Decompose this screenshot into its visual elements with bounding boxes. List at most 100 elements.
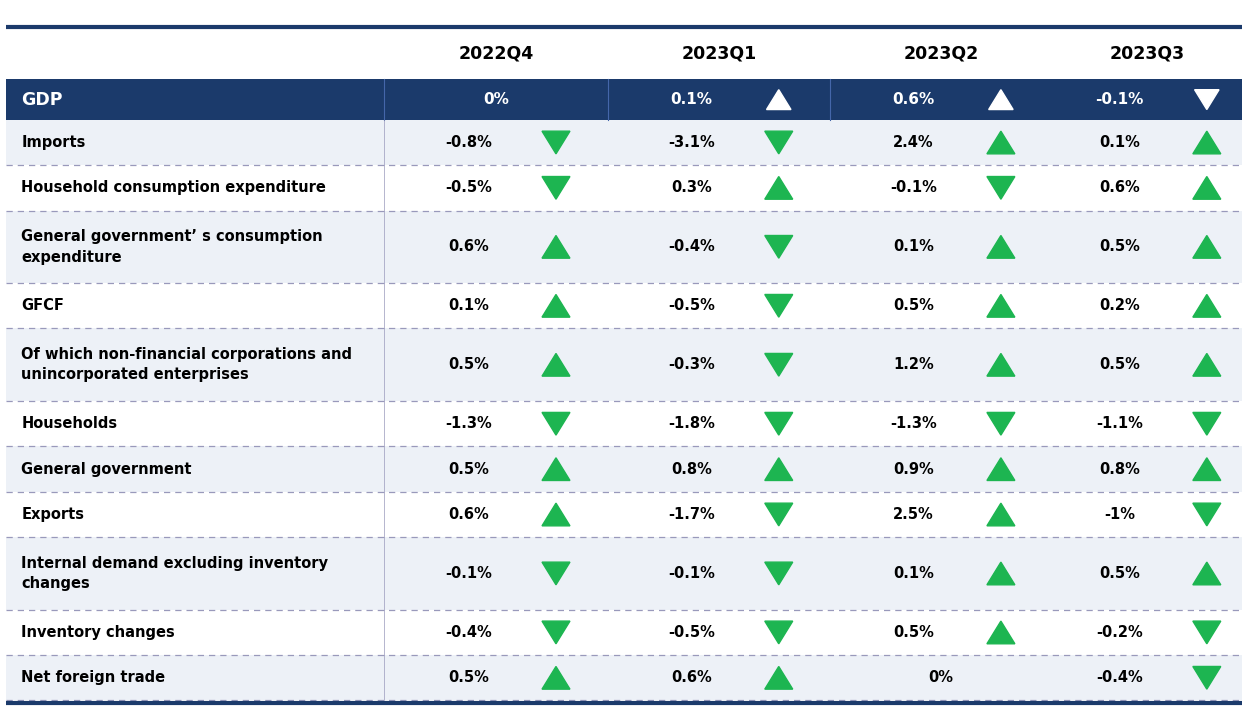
Bar — [6, 328, 1242, 401]
Bar — [6, 79, 1242, 120]
Text: 0.5%: 0.5% — [1099, 566, 1139, 581]
Text: -1.1%: -1.1% — [1096, 416, 1143, 431]
Text: -0.2%: -0.2% — [1096, 625, 1143, 640]
Bar — [6, 655, 1242, 700]
Polygon shape — [542, 177, 570, 199]
Text: General government’ s consumption: General government’ s consumption — [21, 229, 323, 244]
Text: -0.5%: -0.5% — [668, 625, 715, 640]
Text: 2.5%: 2.5% — [894, 507, 934, 522]
Bar — [6, 537, 1242, 610]
Text: expenditure: expenditure — [21, 250, 122, 264]
Polygon shape — [1193, 562, 1221, 585]
Text: 2.4%: 2.4% — [894, 135, 934, 150]
Text: Households: Households — [21, 416, 117, 431]
Text: GFCF: GFCF — [21, 298, 64, 313]
Polygon shape — [1193, 235, 1221, 258]
Polygon shape — [987, 562, 1015, 585]
Text: Household consumption expenditure: Household consumption expenditure — [21, 180, 326, 196]
Polygon shape — [765, 621, 792, 644]
Text: -0.1%: -0.1% — [446, 566, 492, 581]
Polygon shape — [987, 177, 1015, 199]
Text: -0.5%: -0.5% — [668, 298, 715, 313]
Polygon shape — [1193, 413, 1221, 435]
Text: 0.1%: 0.1% — [894, 566, 934, 581]
Polygon shape — [765, 413, 792, 435]
Text: -0.4%: -0.4% — [668, 240, 715, 255]
Bar — [6, 165, 1242, 211]
Bar — [6, 492, 1242, 537]
Bar — [6, 211, 1242, 283]
Text: 0.5%: 0.5% — [448, 670, 489, 686]
Polygon shape — [765, 294, 792, 317]
Polygon shape — [987, 354, 1015, 376]
Text: 0%: 0% — [483, 92, 509, 107]
Text: 0.5%: 0.5% — [1099, 240, 1139, 255]
Text: 0.6%: 0.6% — [448, 240, 489, 255]
Bar — [6, 610, 1242, 655]
Text: -0.1%: -0.1% — [890, 180, 937, 196]
Text: 0%: 0% — [929, 670, 953, 686]
Polygon shape — [987, 458, 1015, 481]
Text: -1.7%: -1.7% — [668, 507, 715, 522]
Text: 0.1%: 0.1% — [894, 240, 934, 255]
Text: 0.3%: 0.3% — [671, 180, 711, 196]
Polygon shape — [542, 562, 570, 585]
Text: 0.5%: 0.5% — [894, 625, 934, 640]
Text: -0.5%: -0.5% — [446, 180, 492, 196]
Polygon shape — [987, 235, 1015, 258]
Polygon shape — [987, 503, 1015, 526]
Text: 0.5%: 0.5% — [894, 298, 934, 313]
Text: -3.1%: -3.1% — [668, 135, 715, 150]
Polygon shape — [542, 413, 570, 435]
Text: -1.3%: -1.3% — [890, 416, 937, 431]
Polygon shape — [542, 621, 570, 644]
Polygon shape — [988, 90, 1013, 110]
Text: 2023Q2: 2023Q2 — [904, 44, 978, 62]
Text: 0.1%: 0.1% — [670, 92, 713, 107]
Text: 0.9%: 0.9% — [894, 462, 934, 476]
Text: Inventory changes: Inventory changes — [21, 625, 175, 640]
Polygon shape — [1193, 503, 1221, 526]
Polygon shape — [542, 666, 570, 689]
Text: 2023Q1: 2023Q1 — [681, 44, 756, 62]
Text: 0.8%: 0.8% — [671, 462, 711, 476]
Text: Internal demand excluding inventory: Internal demand excluding inventory — [21, 556, 328, 571]
Polygon shape — [542, 235, 570, 258]
Polygon shape — [765, 458, 792, 481]
Text: -0.4%: -0.4% — [446, 625, 492, 640]
Bar — [6, 401, 1242, 447]
Polygon shape — [1193, 621, 1221, 644]
Text: -1.8%: -1.8% — [668, 416, 715, 431]
Text: 0.8%: 0.8% — [1099, 462, 1139, 476]
Text: 2023Q3: 2023Q3 — [1109, 44, 1184, 62]
Polygon shape — [987, 621, 1015, 644]
Text: -0.3%: -0.3% — [668, 357, 715, 372]
Polygon shape — [542, 458, 570, 481]
Text: 0.6%: 0.6% — [448, 507, 489, 522]
Text: -1.3%: -1.3% — [446, 416, 492, 431]
Text: 0.2%: 0.2% — [1099, 298, 1139, 313]
Text: 0.5%: 0.5% — [448, 357, 489, 372]
Text: Imports: Imports — [21, 135, 86, 150]
Text: -0.4%: -0.4% — [1096, 670, 1143, 686]
Polygon shape — [1193, 131, 1221, 154]
Text: Of which non-financial corporations and: Of which non-financial corporations and — [21, 347, 352, 362]
Polygon shape — [1193, 294, 1221, 317]
Text: -1%: -1% — [1104, 507, 1134, 522]
Polygon shape — [765, 666, 792, 689]
Text: Exports: Exports — [21, 507, 84, 522]
Text: 0.1%: 0.1% — [448, 298, 489, 313]
Polygon shape — [987, 413, 1015, 435]
Polygon shape — [765, 562, 792, 585]
Polygon shape — [765, 131, 792, 154]
Text: 0.6%: 0.6% — [1099, 180, 1139, 196]
Polygon shape — [542, 354, 570, 376]
Polygon shape — [542, 131, 570, 154]
Text: GDP: GDP — [21, 91, 62, 108]
Text: 0.5%: 0.5% — [448, 462, 489, 476]
Text: 0.5%: 0.5% — [1099, 357, 1139, 372]
Polygon shape — [1193, 666, 1221, 689]
Polygon shape — [765, 235, 792, 258]
Text: 2022Q4: 2022Q4 — [458, 44, 534, 62]
Text: -0.1%: -0.1% — [1096, 92, 1143, 107]
